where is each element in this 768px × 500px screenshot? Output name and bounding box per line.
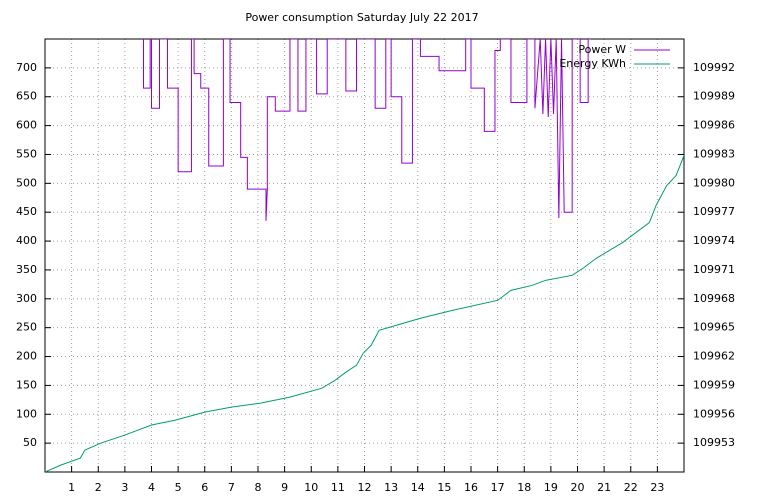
y2-tick-label: 109983 xyxy=(693,147,735,160)
y-tick-label: 600 xyxy=(16,119,37,132)
legend-label: Energy KWh xyxy=(559,57,626,70)
x-tick-label: 4 xyxy=(148,481,155,494)
x-tick-label: 7 xyxy=(228,481,235,494)
x-tick-label: 5 xyxy=(175,481,182,494)
x-tick-label: 17 xyxy=(491,481,505,494)
x-tick-label: 23 xyxy=(650,481,664,494)
x-tick-label: 8 xyxy=(255,481,262,494)
y2-tick-label: 109968 xyxy=(693,292,735,305)
y-tick-label: 50 xyxy=(23,436,37,449)
x-tick-label: 6 xyxy=(201,481,208,494)
y-tick-label: 200 xyxy=(16,350,37,363)
y-tick-label: 350 xyxy=(16,263,37,276)
y2-tick-label: 109980 xyxy=(693,176,735,189)
x-tick-label: 14 xyxy=(411,481,425,494)
y2-tick-label: 109959 xyxy=(693,378,735,391)
x-tick-label: 15 xyxy=(437,481,451,494)
chart-title: Power consumption Saturday July 22 2017 xyxy=(245,11,478,24)
x-tick-label: 2 xyxy=(95,481,102,494)
x-tick-label: 18 xyxy=(517,481,531,494)
y-tick-label: 250 xyxy=(16,321,37,334)
x-tick-label: 20 xyxy=(571,481,585,494)
x-tick-label: 1 xyxy=(68,481,75,494)
x-tick-label: 13 xyxy=(384,481,398,494)
series-line xyxy=(45,155,684,472)
x-tick-label: 21 xyxy=(597,481,611,494)
y-tick-label: 100 xyxy=(16,407,37,420)
y-tick-label: 150 xyxy=(16,378,37,391)
legend-label: Power W xyxy=(578,43,626,56)
y2-tick-label: 109953 xyxy=(693,436,735,449)
x-tick-label: 12 xyxy=(358,481,372,494)
y2-tick-label: 109977 xyxy=(693,205,735,218)
y2-tick-label: 109992 xyxy=(693,61,735,74)
y-tick-label: 700 xyxy=(16,61,37,74)
x-tick-label: 16 xyxy=(464,481,478,494)
y2-tick-label: 109989 xyxy=(693,90,735,103)
y-tick-label: 450 xyxy=(16,205,37,218)
y2-tick-label: 109971 xyxy=(693,263,735,276)
x-tick-label: 19 xyxy=(544,481,558,494)
y-tick-label: 550 xyxy=(16,147,37,160)
y-tick-label: 650 xyxy=(16,90,37,103)
y2-tick-label: 109965 xyxy=(693,321,735,334)
x-tick-label: 11 xyxy=(331,481,345,494)
y2-tick-label: 109974 xyxy=(693,234,735,247)
series-line xyxy=(143,39,591,221)
x-tick-label: 9 xyxy=(281,481,288,494)
y2-tick-label: 109986 xyxy=(693,119,735,132)
x-tick-label: 3 xyxy=(121,481,128,494)
x-tick-label: 22 xyxy=(624,481,638,494)
y-tick-label: 400 xyxy=(16,234,37,247)
y-tick-label: 300 xyxy=(16,292,37,305)
x-tick-label: 10 xyxy=(304,481,318,494)
y2-tick-label: 109956 xyxy=(693,407,735,420)
y-tick-label: 500 xyxy=(16,176,37,189)
y2-tick-label: 109962 xyxy=(693,350,735,363)
